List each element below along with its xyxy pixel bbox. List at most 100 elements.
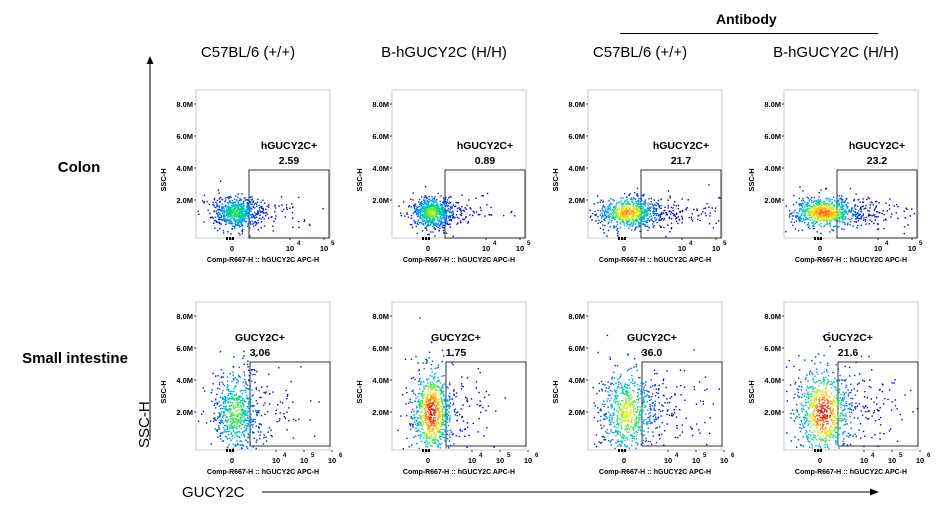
event-point bbox=[642, 221, 645, 223]
event-point bbox=[254, 217, 256, 219]
event-point bbox=[430, 385, 432, 387]
event-point bbox=[233, 414, 235, 417]
event-point bbox=[832, 229, 834, 232]
event-point bbox=[234, 409, 236, 411]
event-point bbox=[641, 210, 643, 212]
y-tick-label: 8.0M bbox=[372, 100, 389, 109]
event-point bbox=[625, 216, 627, 218]
event-point bbox=[824, 209, 827, 211]
event-point bbox=[236, 210, 238, 213]
event-point bbox=[836, 215, 838, 218]
event-point bbox=[812, 221, 814, 223]
event-point bbox=[432, 439, 434, 441]
event-point bbox=[430, 386, 432, 388]
event-point bbox=[247, 369, 250, 371]
event-point bbox=[622, 211, 624, 213]
event-point bbox=[835, 216, 838, 219]
event-point bbox=[833, 210, 835, 212]
event-point bbox=[250, 369, 253, 371]
event-point bbox=[825, 223, 827, 225]
event-point bbox=[896, 204, 898, 206]
event-point bbox=[300, 366, 302, 368]
x-axis-label: Comp-R667-H :: hGUCY2C APC-H bbox=[795, 257, 907, 264]
event-point bbox=[428, 209, 430, 211]
event-point bbox=[259, 423, 261, 425]
event-point bbox=[442, 215, 444, 217]
event-point bbox=[225, 407, 227, 409]
event-point bbox=[429, 215, 431, 218]
event-point bbox=[218, 412, 220, 414]
event-point bbox=[239, 399, 242, 402]
event-point bbox=[842, 221, 844, 223]
event-point bbox=[230, 432, 233, 434]
event-point bbox=[635, 205, 637, 207]
event-point bbox=[428, 427, 430, 429]
event-point bbox=[421, 230, 424, 232]
event-point bbox=[447, 387, 449, 389]
event-point bbox=[241, 423, 243, 425]
event-point bbox=[845, 197, 847, 200]
event-point bbox=[444, 440, 446, 442]
event-point bbox=[422, 420, 425, 423]
event-point bbox=[616, 224, 619, 226]
event-point bbox=[443, 201, 445, 203]
event-point bbox=[642, 215, 645, 217]
event-point bbox=[481, 195, 483, 197]
event-point bbox=[298, 418, 300, 420]
event-point bbox=[856, 217, 858, 220]
event-point bbox=[308, 223, 311, 226]
event-point bbox=[438, 386, 440, 388]
event-point bbox=[225, 223, 227, 225]
event-point bbox=[439, 227, 441, 230]
event-point bbox=[430, 419, 432, 422]
event-point bbox=[217, 436, 219, 438]
event-point bbox=[243, 426, 246, 429]
event-point bbox=[437, 401, 439, 403]
event-point bbox=[647, 202, 649, 205]
event-point bbox=[247, 402, 250, 404]
event-point bbox=[246, 384, 249, 386]
event-point bbox=[426, 212, 428, 214]
event-point bbox=[238, 217, 240, 219]
x-tick-label: 10 bbox=[286, 244, 294, 253]
event-point bbox=[423, 208, 425, 210]
event-point bbox=[436, 202, 438, 204]
event-point bbox=[681, 217, 684, 219]
event-point bbox=[236, 421, 239, 424]
event-point bbox=[607, 230, 610, 232]
event-point bbox=[661, 218, 663, 220]
event-point bbox=[246, 210, 248, 212]
event-point bbox=[250, 417, 252, 419]
gate-name: hGUCY2C+ bbox=[849, 140, 905, 152]
event-point bbox=[607, 381, 609, 383]
event-point bbox=[227, 203, 230, 205]
event-point bbox=[268, 204, 270, 206]
event-point bbox=[800, 213, 803, 216]
event-point bbox=[428, 391, 430, 393]
event-point bbox=[427, 421, 429, 424]
event-point bbox=[610, 444, 612, 446]
event-point bbox=[821, 207, 823, 209]
event-point bbox=[243, 421, 245, 424]
event-point bbox=[444, 218, 446, 220]
event-points bbox=[397, 317, 506, 450]
event-point bbox=[651, 217, 653, 220]
x-axis-label: Comp-R667-H :: hGUCY2C APC-H bbox=[403, 469, 515, 476]
event-point bbox=[258, 211, 260, 213]
event-point bbox=[616, 213, 618, 215]
event-point bbox=[449, 417, 451, 419]
event-point bbox=[227, 410, 230, 412]
event-point bbox=[238, 366, 240, 369]
event-point bbox=[438, 404, 440, 406]
event-point bbox=[859, 218, 861, 220]
event-point bbox=[412, 389, 414, 392]
event-point bbox=[228, 210, 230, 212]
event-point bbox=[667, 190, 670, 192]
event-point bbox=[237, 374, 240, 377]
event-point bbox=[234, 217, 236, 220]
event-point bbox=[231, 435, 233, 437]
event-point bbox=[437, 366, 440, 368]
event-point bbox=[450, 444, 452, 447]
event-point bbox=[636, 226, 638, 228]
event-point bbox=[460, 408, 462, 410]
